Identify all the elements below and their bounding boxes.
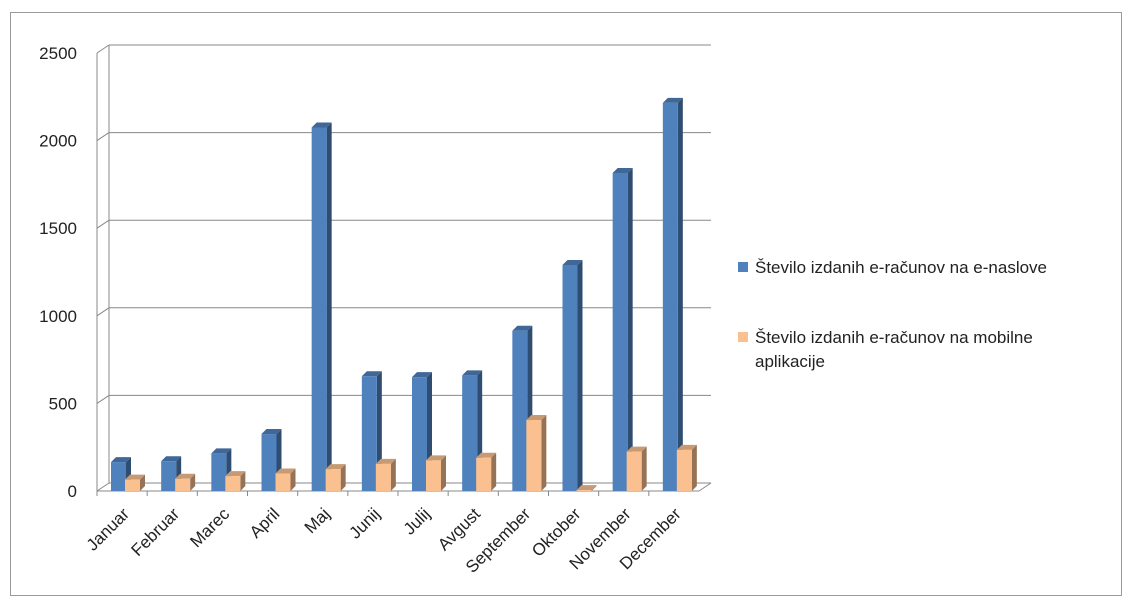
grid-diag	[96, 307, 110, 317]
y-tick-label: 1000	[39, 307, 77, 326]
bar-mobilne-januar	[125, 474, 145, 491]
y-tick-label: 1500	[39, 219, 77, 238]
x-tick-label: Januar	[83, 504, 133, 554]
legend-label-series-1: Število izdanih e-računov na e-naslove	[755, 258, 1047, 277]
x-tick-label: Julij	[400, 504, 434, 538]
bar-mobilne-avgust	[476, 452, 497, 491]
x-tick-label: Februar	[128, 504, 184, 560]
legend: Število izdanih e-računov na e-naslove Š…	[738, 258, 1047, 371]
grid-diag	[96, 482, 110, 492]
bar-mobilne-junij	[375, 458, 396, 491]
bar-mobilne-september	[526, 415, 547, 491]
legend-label-series-2-line-2: aplikacije	[755, 352, 825, 371]
y-tick-label: 2000	[39, 132, 77, 151]
legend-swatch-series-1	[738, 262, 748, 272]
y-tick-label: 500	[49, 394, 77, 413]
bar-mobilne-november	[626, 446, 647, 491]
bars	[111, 97, 697, 492]
bar-mobilne-marec	[225, 471, 246, 491]
grid-diag	[96, 394, 110, 404]
bar-e-naslove-december	[662, 97, 683, 491]
legend-swatch-series-2	[738, 332, 748, 342]
x-tick-label: Marec	[186, 504, 233, 551]
gridlines	[96, 44, 711, 492]
bar-e-naslove-junij	[361, 371, 382, 491]
bar-mobilne-december	[676, 444, 697, 491]
y-tick-label: 0	[68, 482, 77, 501]
bar-e-naslove-oktober	[562, 259, 583, 491]
axes	[96, 45, 712, 496]
bar-mobilne-oktober	[576, 485, 597, 491]
bar-mobilne-julij	[426, 455, 446, 491]
bar-mobilne-april	[275, 468, 296, 491]
chart-frame: 0 500 1000 1500 2000 2500 Januar Februar Marec A…	[10, 12, 1122, 596]
y-tick-label: 2500	[39, 44, 77, 63]
bar-e-naslove-maj	[311, 122, 332, 492]
bar-e-naslove-november	[612, 168, 633, 491]
bar-mobilne-maj	[325, 464, 346, 491]
x-tick-label: April	[246, 504, 283, 541]
floor-edge	[698, 482, 712, 492]
x-tick-label: Junij	[346, 504, 384, 542]
grid-diag	[96, 44, 110, 54]
grid-diag	[96, 132, 110, 142]
y-tick-labels: 0 500 1000 1500 2000 2500	[39, 44, 77, 501]
legend-label-series-2-line-1: Število izdanih e-računov na mobilne	[755, 328, 1033, 347]
bar-mobilne-februar	[175, 473, 196, 491]
x-tick-label: Avgust	[434, 504, 484, 554]
x-tick-label: Maj	[301, 504, 334, 537]
grid-diag	[96, 219, 110, 229]
